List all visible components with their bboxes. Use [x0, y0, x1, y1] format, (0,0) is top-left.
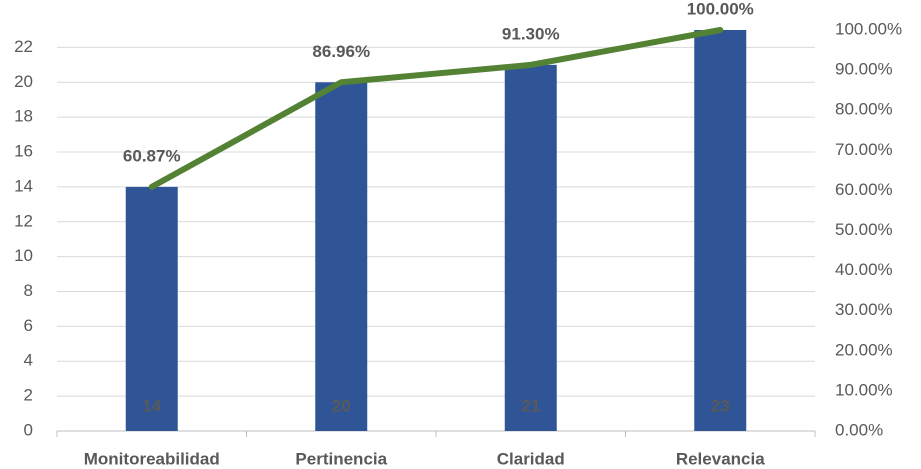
y2-tick-label: 50.00% [835, 220, 893, 239]
y-tick-label: 20 [14, 72, 33, 91]
y2-tick-label: 0.00% [835, 420, 883, 439]
line [148, 27, 724, 190]
line-value-label: 100.00% [687, 0, 754, 18]
y2-tick-label: 10.00% [835, 380, 893, 399]
bar [694, 30, 747, 431]
y2-tick-label: 20.00% [835, 340, 893, 359]
bar-value-label: 14 [142, 396, 161, 415]
y2-tick-label: 30.00% [835, 300, 893, 319]
bar [504, 64, 557, 431]
y-tick-label: 18 [14, 107, 33, 126]
y2-tick-label: 90.00% [835, 60, 893, 79]
y-tick-label: 14 [14, 176, 33, 195]
y2-tick-label: 100.00% [835, 19, 902, 38]
y-tick-label: 6 [24, 316, 33, 335]
x-tick-label: Claridad [497, 449, 565, 468]
bar [315, 82, 368, 431]
line-value-label: 60.87% [123, 146, 181, 165]
y2-tick-label: 70.00% [835, 140, 893, 159]
y-tick-label: 8 [24, 281, 33, 300]
line-value-label: 91.30% [502, 24, 560, 43]
y2-tick-label: 40.00% [835, 260, 893, 279]
x-tick-label: Relevancia [676, 449, 765, 468]
y-tick-label: 0 [24, 420, 33, 439]
bar [125, 186, 178, 431]
y-tick-label: 16 [14, 142, 33, 161]
bar-value-label: 23 [711, 396, 730, 415]
bar-value-label: 20 [332, 396, 351, 415]
x-tick-label: Pertinencia [295, 449, 387, 468]
y-tick-label: 12 [14, 211, 33, 230]
y-tick-label: 10 [14, 246, 33, 265]
y2-tick-label: 60.00% [835, 180, 893, 199]
y-tick-label: 4 [24, 351, 33, 370]
bar-value-label: 21 [521, 396, 540, 415]
y-tick-label: 22 [14, 37, 33, 56]
y-tick-label: 2 [24, 386, 33, 405]
x-tick-label: Monitoreabilidad [84, 449, 220, 468]
line-value-label: 86.96% [312, 42, 370, 61]
y2-tick-label: 80.00% [835, 100, 893, 119]
